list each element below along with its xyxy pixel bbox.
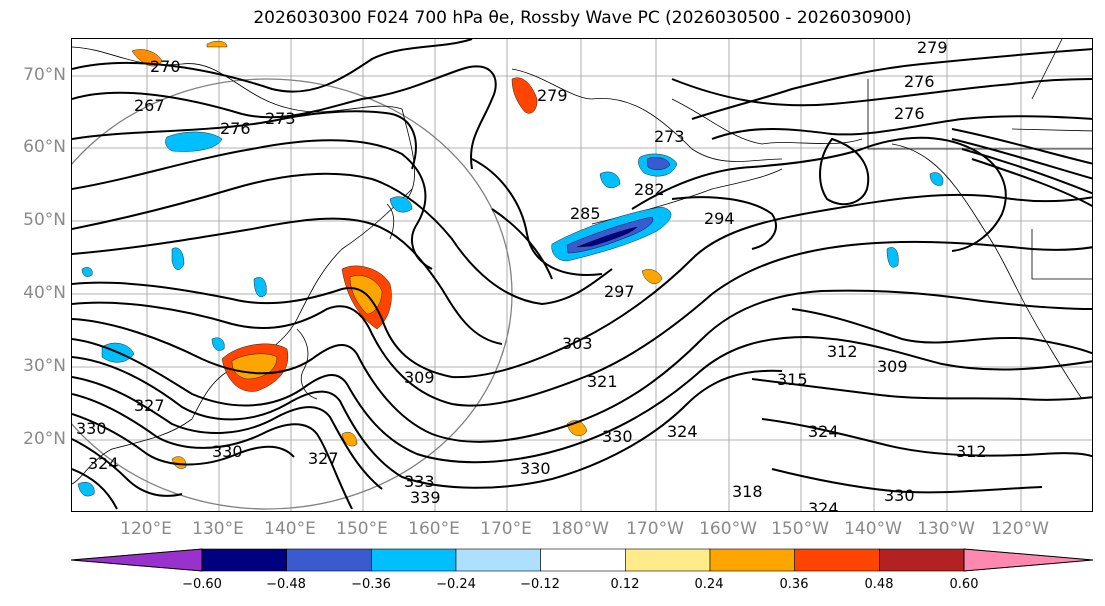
lon-label-180w: 180°W bbox=[551, 519, 609, 539]
contour-label: 330 bbox=[602, 427, 633, 446]
contour-label: 294 bbox=[704, 209, 735, 228]
map-panel: 270 267 276 273 273 279 282 285 294 276 … bbox=[71, 38, 1093, 512]
colorbar-segment bbox=[625, 548, 711, 572]
map-title: 2026030300 F024 700 hPa θe, Rossby Wave … bbox=[253, 8, 912, 28]
lon-label-160e: 160°E bbox=[408, 519, 460, 539]
contour-label: 324 bbox=[808, 499, 839, 512]
colorbar-tick: 0.12 bbox=[610, 577, 640, 592]
colorbar-segment bbox=[371, 548, 457, 572]
lon-label-160w: 160°W bbox=[699, 519, 757, 539]
contour-label: 330 bbox=[520, 459, 551, 478]
lon-label-120e: 120°E bbox=[120, 519, 172, 539]
contour-label: 327 bbox=[308, 449, 339, 468]
contour-label: 330 bbox=[212, 442, 243, 461]
lon-label-170w: 170°W bbox=[626, 519, 684, 539]
lat-label-30n: 30°N bbox=[23, 356, 66, 376]
lon-label-130w: 130°W bbox=[917, 519, 975, 539]
focus-circle-outline bbox=[72, 78, 513, 510]
colorbar-extend-min bbox=[70, 548, 203, 572]
contour-label: 330 bbox=[884, 486, 915, 505]
contour-label: 285 bbox=[570, 204, 601, 223]
contour-label: 279 bbox=[537, 86, 568, 105]
contour-label: 312 bbox=[956, 442, 987, 461]
lon-label-170e: 170°E bbox=[480, 519, 532, 539]
colorbar-segment bbox=[455, 548, 541, 572]
contour-map: 270 267 276 273 273 279 282 285 294 276 … bbox=[72, 39, 1092, 512]
contour-label: 273 bbox=[654, 127, 685, 146]
contour-label: 312 bbox=[827, 342, 858, 361]
contour-labels: 270 267 276 273 273 279 282 285 294 276 … bbox=[76, 39, 987, 512]
contour-label: 324 bbox=[88, 454, 119, 473]
colorbar-tick: −0.48 bbox=[266, 577, 306, 592]
contour-label: 330 bbox=[76, 419, 107, 438]
contour-label: 276 bbox=[220, 119, 251, 138]
colorbar-segment bbox=[879, 548, 965, 572]
lat-label-50n: 50°N bbox=[23, 210, 66, 230]
contour-label: 339 bbox=[410, 488, 441, 507]
colorbar-tick: −0.60 bbox=[182, 577, 222, 592]
contour-label: 324 bbox=[808, 422, 839, 441]
lat-label-20n: 20°N bbox=[23, 429, 66, 449]
colorbar-segment bbox=[709, 548, 795, 572]
lat-label-40n: 40°N bbox=[23, 283, 66, 303]
contour-label: 303 bbox=[562, 334, 593, 353]
contour-label: 279 bbox=[917, 39, 948, 57]
contour-label: 321 bbox=[587, 372, 618, 391]
colorbar-extend-max bbox=[963, 548, 1094, 572]
contour-label: 309 bbox=[404, 368, 435, 387]
lon-label-140e: 140°E bbox=[264, 519, 316, 539]
contour-label: 327 bbox=[134, 396, 165, 415]
lon-label-140w: 140°W bbox=[844, 519, 902, 539]
contour-label: 267 bbox=[134, 96, 165, 115]
colorbar-segment bbox=[286, 548, 372, 572]
contour-label: 282 bbox=[634, 180, 665, 199]
contour-label: 297 bbox=[604, 282, 635, 301]
colorbar-tick: −0.36 bbox=[351, 577, 391, 592]
colorbar-segment bbox=[794, 548, 880, 572]
colorbar-tick: 0.24 bbox=[694, 577, 724, 592]
lon-label-120w: 120°W bbox=[991, 519, 1049, 539]
contour-label: 270 bbox=[150, 57, 181, 76]
contour-label: 276 bbox=[894, 104, 925, 123]
contour-label: 324 bbox=[667, 422, 698, 441]
contour-label: 333 bbox=[404, 472, 435, 491]
colorbar-tick: 0.36 bbox=[779, 577, 809, 592]
colorbar-segment bbox=[540, 548, 626, 572]
theta-e-contours bbox=[72, 39, 1092, 510]
colorbar-tick: 0.48 bbox=[864, 577, 894, 592]
lat-label-60n: 60°N bbox=[23, 137, 66, 157]
contour-label: 276 bbox=[904, 72, 935, 91]
contour-label: 318 bbox=[732, 482, 763, 501]
lon-label-150e: 150°E bbox=[336, 519, 388, 539]
contour-label: 273 bbox=[265, 109, 296, 128]
lon-label-130e: 130°E bbox=[192, 519, 244, 539]
contour-label: 315 bbox=[777, 370, 808, 389]
colorbar bbox=[70, 548, 1094, 572]
colorbar-tick: 0.60 bbox=[949, 577, 979, 592]
lat-label-70n: 70°N bbox=[23, 65, 66, 85]
lon-label-150w: 150°W bbox=[771, 519, 829, 539]
colorbar-tick: −0.24 bbox=[436, 577, 476, 592]
coastlines bbox=[72, 39, 1092, 485]
colorbar-segment bbox=[201, 548, 287, 572]
colorbar-tick: −0.12 bbox=[520, 577, 560, 592]
contour-label: 309 bbox=[877, 357, 908, 376]
